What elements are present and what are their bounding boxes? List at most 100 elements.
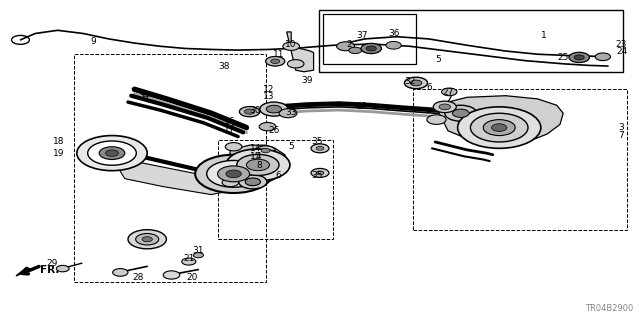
Text: 20: 20 [186,273,198,282]
Polygon shape [287,32,314,72]
Text: 2: 2 [346,40,351,48]
Text: 3: 3 [618,123,624,132]
Circle shape [442,88,457,96]
Circle shape [452,109,469,117]
Text: 22: 22 [356,102,367,111]
Text: 4: 4 [256,152,262,161]
Text: 29: 29 [46,259,58,268]
Text: 24: 24 [616,47,627,56]
Circle shape [88,141,136,165]
Text: 5: 5 [436,55,441,63]
Text: 35: 35 [312,137,323,146]
Text: 14: 14 [250,144,261,153]
Circle shape [237,154,279,175]
Bar [319,10,623,72]
Text: 8: 8 [256,161,262,170]
Text: FR.: FR. [40,264,59,275]
Text: 5: 5 [288,142,294,151]
Circle shape [386,41,401,49]
Circle shape [410,80,422,86]
Text: 34: 34 [138,91,150,100]
Circle shape [439,104,451,110]
Circle shape [77,136,147,171]
Text: 21: 21 [183,254,195,263]
Bar [323,14,416,64]
Polygon shape [435,96,563,144]
Circle shape [470,113,528,142]
Circle shape [260,102,288,116]
Circle shape [279,109,297,118]
Bar [413,89,627,230]
Circle shape [128,230,166,249]
Text: 7: 7 [618,131,624,140]
Circle shape [142,237,152,242]
Text: 27: 27 [442,88,454,97]
Circle shape [569,52,589,63]
Circle shape [163,271,180,279]
Circle shape [492,124,507,131]
Circle shape [361,43,381,54]
Circle shape [445,105,477,121]
Circle shape [574,55,584,60]
Text: 35: 35 [312,171,323,180]
Circle shape [245,178,260,186]
Polygon shape [16,267,31,276]
Text: 18: 18 [52,137,64,146]
Circle shape [458,107,541,148]
Circle shape [239,107,260,117]
Circle shape [99,147,125,160]
Circle shape [316,146,324,150]
Circle shape [595,53,611,61]
Text: 26: 26 [269,126,280,135]
Text: 38: 38 [218,63,230,71]
Circle shape [266,105,282,113]
Circle shape [483,120,515,136]
Polygon shape [227,145,288,185]
Text: 33: 33 [285,108,297,117]
Text: 13: 13 [263,92,275,101]
Circle shape [287,60,304,68]
Polygon shape [112,158,250,195]
Text: 19: 19 [52,149,64,158]
Circle shape [218,166,250,182]
Text: 10: 10 [285,40,297,49]
Circle shape [316,171,324,175]
Circle shape [244,109,255,114]
Circle shape [271,59,280,63]
Circle shape [106,150,118,156]
Text: 16: 16 [224,117,236,126]
Text: 1: 1 [541,31,547,40]
Circle shape [56,265,69,272]
Circle shape [366,46,376,51]
Circle shape [283,42,300,50]
Circle shape [266,56,285,66]
Text: 9: 9 [90,37,95,46]
Circle shape [222,178,239,187]
Circle shape [239,175,267,189]
Circle shape [136,234,159,245]
Text: 28: 28 [132,273,143,282]
Text: 12: 12 [263,85,275,94]
Circle shape [337,42,355,51]
Text: 37: 37 [356,31,367,40]
Circle shape [404,77,428,89]
Circle shape [193,253,204,258]
Circle shape [207,160,260,187]
Text: 39: 39 [301,76,313,85]
Text: 30: 30 [250,106,261,115]
Circle shape [433,101,456,113]
Circle shape [311,168,329,177]
Bar [218,140,333,239]
Text: TR04B2900: TR04B2900 [586,304,634,313]
Circle shape [311,144,329,153]
Circle shape [349,47,362,54]
Circle shape [427,115,446,124]
Text: 23: 23 [616,40,627,49]
Text: 6: 6 [275,171,281,180]
Bar [74,54,266,282]
Circle shape [182,258,196,265]
Text: 6: 6 [426,83,431,92]
Text: 36: 36 [388,29,399,38]
Text: 32: 32 [404,77,415,86]
Circle shape [195,155,272,193]
